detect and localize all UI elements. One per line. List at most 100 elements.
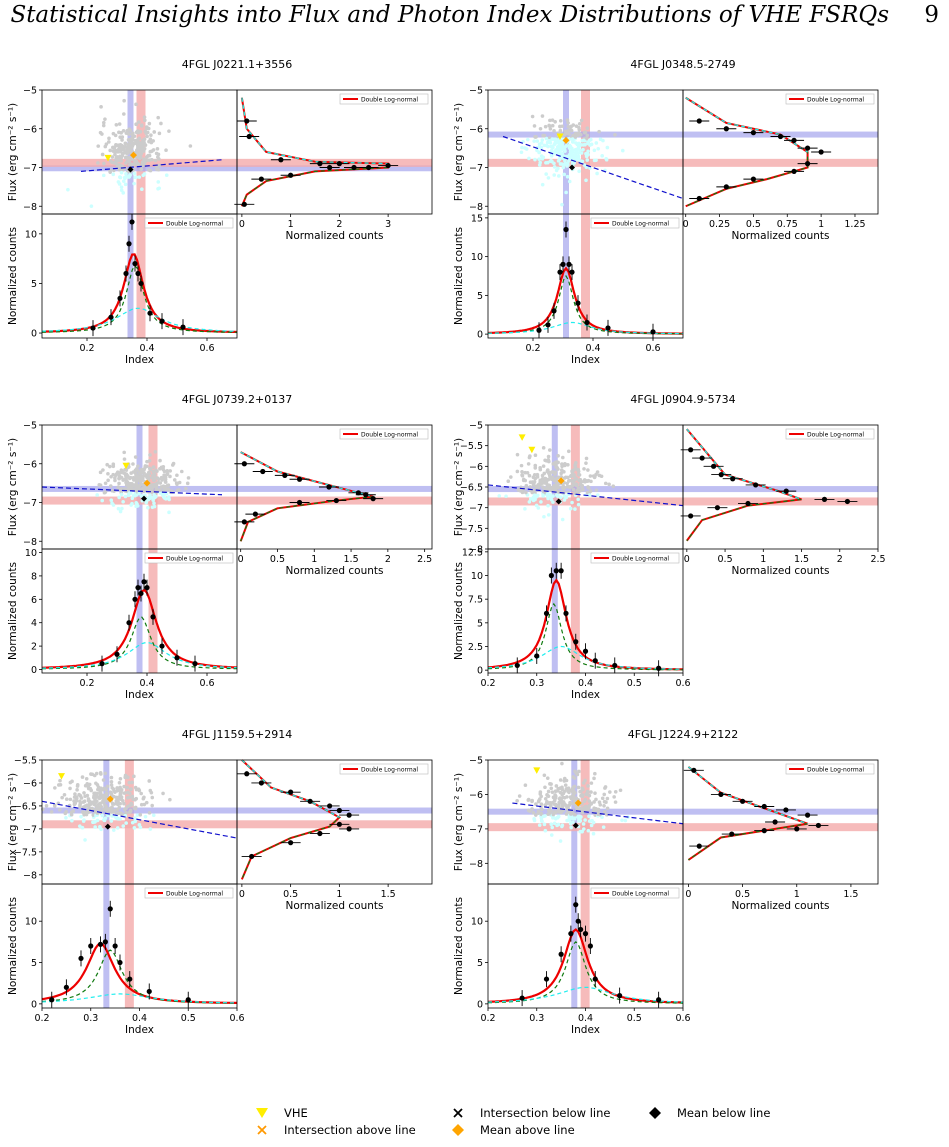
scatter-point xyxy=(96,787,100,792)
scatter-point xyxy=(527,500,532,504)
scatter-point xyxy=(586,152,590,157)
scatter-point xyxy=(111,149,116,153)
y-tick-label: −5 xyxy=(23,86,37,97)
scatter-point xyxy=(60,795,64,800)
index-axis-label: Index xyxy=(125,689,154,701)
scatter-point xyxy=(542,471,547,476)
scatter-point xyxy=(584,178,588,183)
scatter-point xyxy=(611,484,616,489)
scatter-point xyxy=(531,495,536,500)
index-hist-point xyxy=(560,261,566,267)
scatter-point xyxy=(121,128,126,133)
mean-below-marker xyxy=(127,166,134,173)
scatter-point xyxy=(139,494,144,498)
scatter-point xyxy=(101,468,105,472)
panel-title: 4FGL J0348.5-2749 xyxy=(630,58,735,71)
scatter-point xyxy=(103,803,108,808)
flux-hist-point xyxy=(370,496,376,502)
x-tick-label: 0 xyxy=(685,889,691,900)
x-tick-label: 0 xyxy=(238,554,244,565)
scatter-point xyxy=(113,133,118,138)
scatter-point xyxy=(530,114,535,119)
scatter-point xyxy=(595,493,600,497)
index-hist-point xyxy=(575,918,581,924)
y-tick-label: −5 xyxy=(23,421,37,432)
scatter-point xyxy=(517,794,522,798)
scatter-point xyxy=(58,778,62,783)
scatter-point xyxy=(523,470,527,475)
scatter-point xyxy=(580,138,585,143)
diamond-legend-icon xyxy=(649,1107,661,1119)
scatter-point xyxy=(149,489,154,494)
legend-label: Double Log-normal xyxy=(807,97,864,104)
scatter-point xyxy=(561,455,565,460)
scatter-point xyxy=(130,794,135,799)
flux-hist-point xyxy=(772,819,778,825)
scatter-point xyxy=(543,458,547,463)
scatter-point xyxy=(548,118,552,123)
scatter-point xyxy=(118,790,123,795)
scatter-point xyxy=(150,803,154,808)
scatter-point xyxy=(558,839,563,843)
scatter-point xyxy=(119,131,123,135)
legend-label: Double Log-normal xyxy=(166,556,223,563)
x-tick-label: 0.2 xyxy=(79,343,94,354)
scatter-point xyxy=(553,793,557,797)
scatter-point xyxy=(120,506,124,511)
scatter-point xyxy=(560,202,564,207)
x-tick-label: 0.5 xyxy=(181,1013,196,1024)
flux-histogram: 0 0.25 0.5 0.75 1 1.25 Normalized counts Double… xyxy=(682,89,879,242)
scatter-point xyxy=(586,468,590,472)
scatter-point xyxy=(588,474,593,478)
scatter-point xyxy=(155,147,160,151)
fit-total-curve xyxy=(41,942,237,1004)
x-tick-label: 0.2 xyxy=(79,678,94,689)
scatter-point xyxy=(551,470,556,474)
scatter-point xyxy=(552,142,557,147)
scatter-point xyxy=(542,514,546,519)
scatter-point xyxy=(106,813,110,818)
scatter-point xyxy=(156,152,161,157)
flux-hist-point xyxy=(723,184,729,190)
y-tick-label: 5 xyxy=(31,958,37,969)
scatter-point xyxy=(69,812,74,817)
flux-hist-point xyxy=(761,803,767,810)
scatter-point xyxy=(130,820,135,825)
flux-hist-point xyxy=(288,789,294,795)
scatter-point xyxy=(152,501,156,506)
scatter-point xyxy=(164,173,169,177)
index-histogram: 0 2 4 6 8 10 0.2 0.4 0.6 Index Normalized counts Do… xyxy=(7,548,238,701)
index-hist-point xyxy=(126,620,132,626)
scatter-point xyxy=(52,804,57,808)
fit-cyan-curve xyxy=(487,986,684,1003)
scatter-point xyxy=(537,145,542,149)
index-hist-point xyxy=(545,322,551,328)
scatter-point xyxy=(127,486,131,490)
scatter-point xyxy=(149,157,154,162)
y-tick-label: 0 xyxy=(477,666,483,677)
scatter-point xyxy=(115,164,120,169)
scatter-point xyxy=(141,796,146,801)
flux-axis-label: Flux (erg cm⁻² s⁻¹) xyxy=(453,103,465,201)
scatter-point xyxy=(547,483,552,488)
x-tick-label: 3 xyxy=(385,219,391,230)
scatter-point xyxy=(580,806,585,810)
index-hist-point xyxy=(592,976,598,982)
scatter-point xyxy=(549,809,553,813)
scatter-point xyxy=(515,469,520,474)
scatter-point xyxy=(596,147,601,151)
legend-label: VHE xyxy=(284,1106,308,1120)
scatter-point xyxy=(581,147,585,152)
flux-axis-label: Flux (erg cm⁻² s⁻¹) xyxy=(7,103,19,201)
scatter-point xyxy=(64,815,68,820)
scatter-point xyxy=(613,789,618,794)
flux-index-scatter: −8 −7 −6 −5 Flux (erg cm⁻² s⁻¹) xyxy=(7,86,432,338)
scatter-point xyxy=(75,788,79,792)
x-tick-label: 0.2 xyxy=(34,1013,49,1024)
scatter-point xyxy=(104,793,109,797)
scatter-point xyxy=(574,461,578,465)
scatter-point xyxy=(578,478,583,482)
scatter-point xyxy=(563,129,568,134)
scatter-point xyxy=(118,509,123,514)
scatter-point xyxy=(156,115,160,120)
